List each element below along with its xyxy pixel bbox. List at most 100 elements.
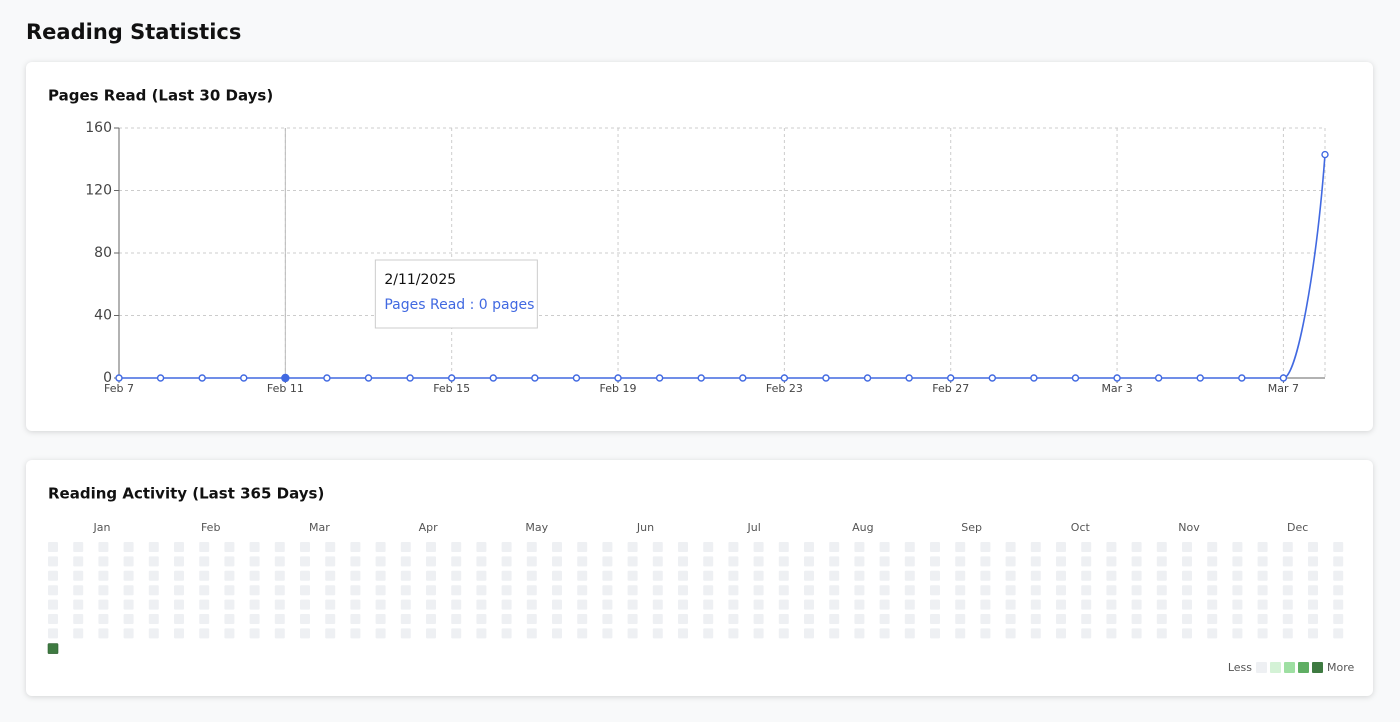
day-cell — [904, 614, 915, 624]
day-cell — [476, 542, 487, 552]
day-cell — [804, 542, 814, 552]
day-cell — [1257, 542, 1268, 552]
day-cell — [400, 614, 411, 624]
x-tick-label: Feb 11 — [267, 382, 304, 395]
legend-swatch — [1312, 662, 1323, 673]
day-cell — [1182, 556, 1192, 567]
month-label: Nov — [1178, 521, 1200, 534]
activity-title: Reading Activity (Last 365 Days) — [48, 485, 324, 503]
day-cell — [1106, 570, 1117, 581]
day-cell — [400, 628, 411, 639]
day-cell — [577, 585, 588, 596]
day-cell — [325, 614, 336, 624]
day-cell — [375, 628, 386, 639]
day-cell — [1081, 585, 1092, 596]
day-cell — [804, 628, 814, 639]
day-cell — [199, 570, 210, 581]
day-cell — [627, 570, 638, 581]
legend-swatch — [1256, 662, 1267, 673]
day-cell — [1005, 614, 1016, 624]
month-label: Sep — [961, 521, 982, 534]
month-label: Feb — [201, 521, 220, 534]
day-cell — [274, 570, 285, 581]
day-cell — [47, 643, 59, 654]
day-cell — [1106, 585, 1117, 596]
day-cell — [1030, 585, 1041, 596]
day-cell — [1156, 570, 1167, 581]
day-cell — [274, 628, 285, 639]
day-cell — [325, 628, 336, 639]
day-cell — [98, 570, 109, 581]
day-cell — [627, 599, 638, 610]
day-cell — [224, 614, 235, 624]
day-cell — [476, 614, 487, 624]
day-cell — [829, 614, 840, 624]
data-point — [406, 374, 414, 382]
day-cell — [501, 628, 512, 639]
day-cell — [577, 542, 588, 552]
day-cell — [1282, 570, 1293, 581]
day-cell — [627, 585, 638, 596]
day-cell — [1308, 585, 1318, 596]
day-cell — [1081, 614, 1092, 624]
data-point — [780, 374, 789, 382]
day-cell — [199, 628, 210, 639]
chart-title: Pages Read (Last 30 Days) — [48, 87, 273, 105]
day-cell — [48, 599, 58, 610]
day-cell — [1182, 570, 1192, 581]
data-point — [489, 374, 497, 382]
day-cell — [854, 599, 865, 610]
day-cell — [375, 556, 386, 567]
day-cell — [728, 542, 739, 552]
day-cell — [148, 542, 159, 552]
day-cell — [174, 542, 184, 552]
day-cell — [753, 585, 764, 596]
day-cell — [123, 585, 134, 596]
day-cell — [426, 570, 436, 581]
day-cell — [930, 599, 940, 610]
day-cell — [451, 556, 462, 567]
day-cell — [1131, 614, 1142, 624]
day-cell — [350, 628, 361, 639]
day-cell — [375, 585, 386, 596]
plot: 0 40 80 120 160 Feb 7 Feb 11 Feb 15 Feb 19 Feb 23… — [85, 120, 1329, 395]
day-cell — [375, 614, 386, 624]
day-cell — [1333, 585, 1344, 596]
data-point — [198, 374, 206, 382]
data-point — [905, 374, 913, 382]
day-cell — [148, 585, 159, 596]
day-cell — [652, 599, 663, 610]
day-cell — [526, 628, 537, 639]
day-cell — [879, 585, 890, 596]
day-cell — [1182, 628, 1192, 639]
day-cell — [1282, 628, 1293, 639]
day-cell — [930, 628, 940, 639]
data-point — [1238, 374, 1246, 382]
day-cell — [325, 570, 336, 581]
day-cell — [1156, 542, 1167, 552]
day-cell — [1106, 614, 1117, 624]
day-cell — [476, 585, 487, 596]
day-cell — [224, 628, 235, 639]
day-cell — [1207, 599, 1218, 610]
day-cell — [652, 556, 663, 567]
day-cell — [1030, 599, 1041, 610]
day-cell — [1005, 628, 1016, 639]
day-cell — [1030, 542, 1041, 552]
day-cell — [980, 570, 991, 581]
data-point — [281, 373, 290, 383]
day-cell — [1308, 614, 1318, 624]
day-cell — [1333, 614, 1344, 624]
day-cell — [224, 570, 235, 581]
y-tick-label: 120 — [85, 183, 112, 199]
day-cell — [249, 599, 260, 610]
day-cell — [1308, 542, 1318, 552]
day-cell — [577, 599, 588, 610]
day-cell — [48, 570, 58, 581]
data-point — [1321, 150, 1329, 159]
day-cell — [955, 556, 966, 567]
day-cell — [753, 542, 764, 552]
day-cell — [1081, 599, 1092, 610]
day-cell — [1106, 542, 1117, 552]
day-cell — [1056, 614, 1066, 624]
